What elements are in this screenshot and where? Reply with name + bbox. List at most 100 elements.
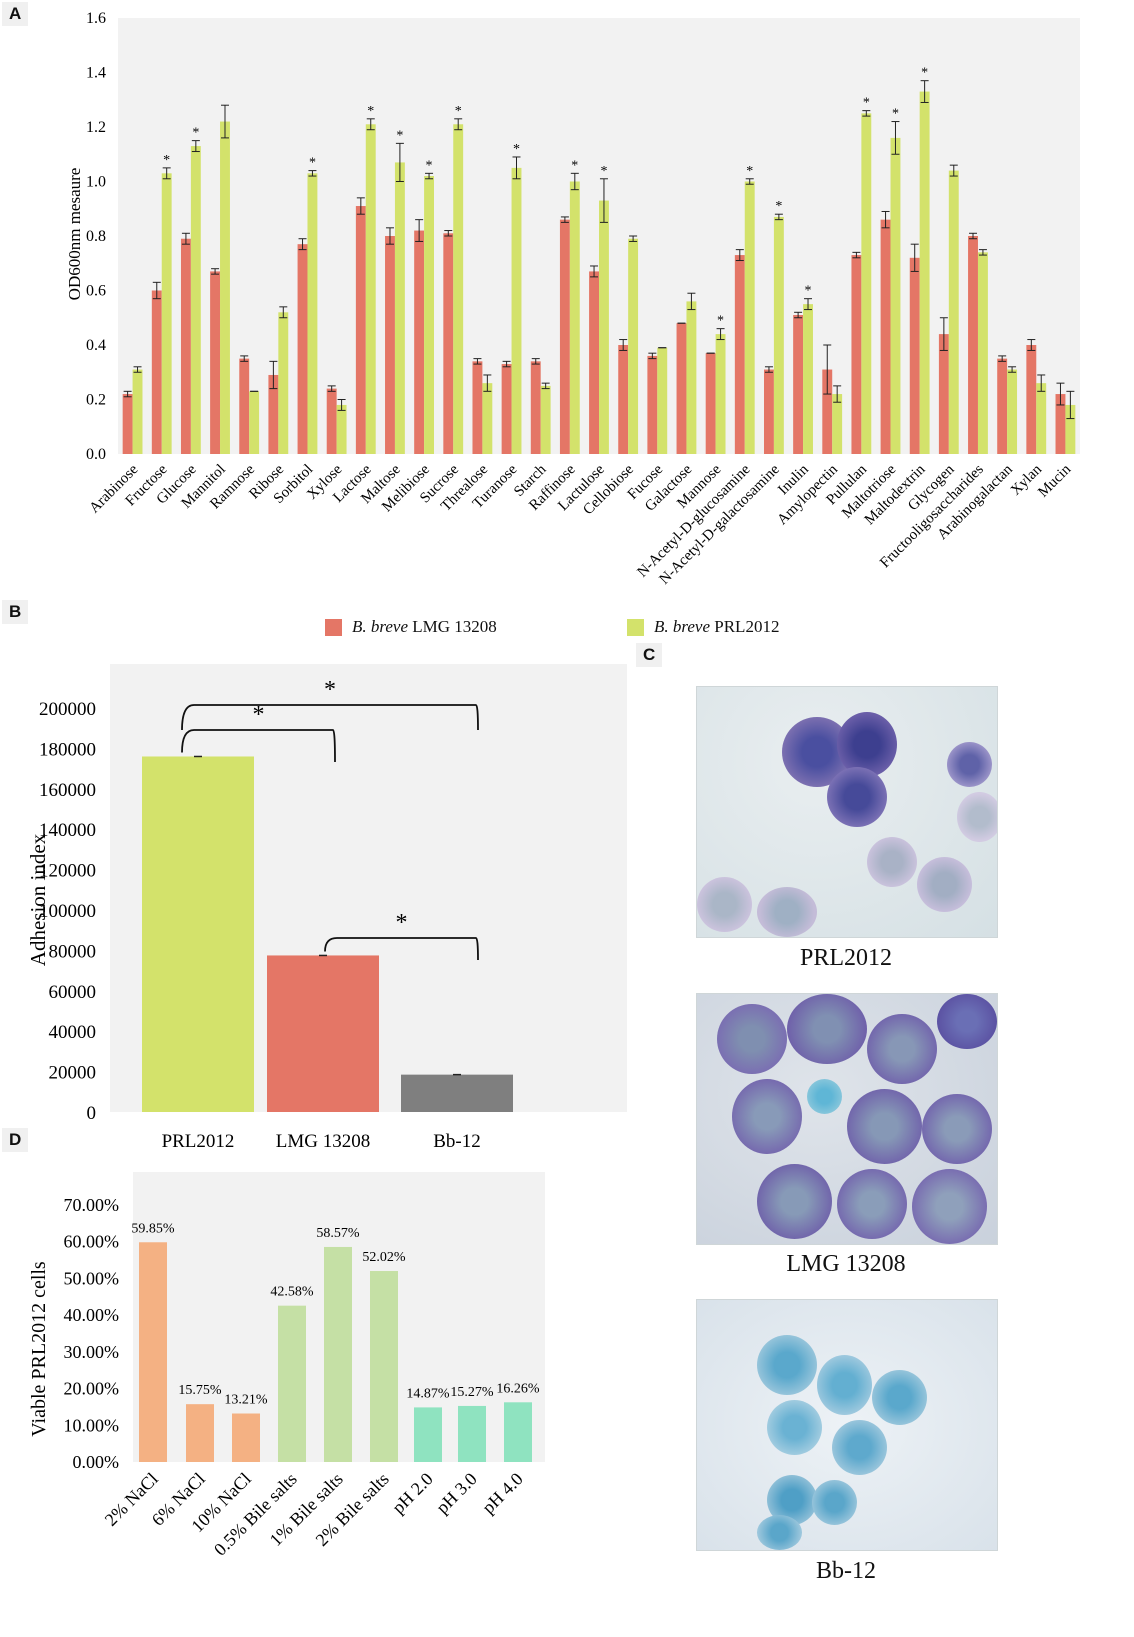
chart-b-significance-bracket	[181, 729, 336, 763]
chart-d-x-tick: pH 4.0	[478, 1469, 527, 1518]
chart-a-y-tick: 1.6	[86, 10, 106, 27]
chart-a-bar-prl	[482, 383, 493, 454]
chart-a-bar-prl	[1036, 383, 1047, 454]
chart-d-data-label: 58.57%	[316, 1226, 360, 1241]
chart-d-bar	[139, 1242, 167, 1462]
chart-d-data-label: 13.21%	[224, 1393, 268, 1408]
chart-d-y-axis-label: Viable PRL2012 cells	[28, 1261, 50, 1437]
chart-a-y-tick: 1.2	[86, 119, 106, 136]
chart-b-bar	[267, 955, 379, 1112]
chart-a-bar-lmg	[385, 236, 395, 454]
cell-blue	[812, 1480, 857, 1525]
chart-a-bar-lmg	[530, 361, 541, 454]
chart-a-bar-lmg	[734, 255, 745, 454]
chart-b-y-tick: 0	[87, 1103, 97, 1124]
legend-swatch-lmg	[325, 618, 342, 636]
cell-stained	[912, 1169, 987, 1244]
chart-a-y-axis-label: OD600nm mesaure	[65, 168, 84, 301]
chart-a-significance-mark: *	[192, 126, 199, 141]
chart-d-bar	[232, 1413, 260, 1462]
chart-a-bar-lmg	[968, 236, 978, 454]
chart-a-bar-prl	[336, 404, 347, 454]
chart-d-data-label: 42.58%	[270, 1285, 314, 1300]
chart-b-y-tick: 100000	[39, 901, 96, 922]
chart-a-bar-lmg	[1055, 394, 1066, 454]
chart-a-y-tick: 1.4	[86, 65, 106, 82]
cell-pale	[957, 792, 997, 842]
chart-a-bar-lmg	[822, 369, 833, 454]
chart-b-x-tick: LMG 13208	[276, 1131, 370, 1152]
chart-a-bar-lmg	[297, 244, 308, 454]
chart-d-y-tick: 70.00%	[64, 1195, 120, 1215]
chart-a-bar-lmg	[210, 271, 221, 454]
chart-a-significance-mark: *	[863, 96, 870, 111]
chart-b-y-tick: 180000	[39, 739, 96, 760]
chart-a-bar-prl	[424, 176, 435, 455]
chart-d-data-label: 15.27%	[450, 1385, 494, 1400]
chart-a-significance-mark: *	[367, 104, 374, 119]
chart-a-bar-prl	[803, 304, 813, 454]
chart-a-bar-lmg	[763, 369, 774, 454]
chart-a-x-tick: Mucin	[1035, 461, 1074, 500]
legend-item-lmg: B. breve LMG 13208	[325, 617, 497, 637]
chart-a-bar-prl	[190, 146, 201, 454]
micrograph-prl2012	[696, 686, 998, 938]
legend-text-lmg: LMG 13208	[412, 617, 497, 636]
legend-label-prl: B. breve PRL2012	[654, 617, 779, 637]
chart-b-significance-mark: *	[396, 910, 408, 936]
chart-a-bar-prl	[394, 162, 405, 455]
chart-a-bar-lmg	[180, 238, 191, 454]
chart-a-y-tick: 0.0	[86, 446, 106, 463]
chart-a-bar-lmg	[501, 364, 512, 454]
chart-a-y-tick: 0.6	[86, 283, 106, 300]
micrograph-bb12	[696, 1299, 998, 1551]
cell-stained	[837, 712, 897, 777]
panel-label-a: A	[2, 2, 29, 26]
chart-a-y-tick: 0.2	[86, 392, 106, 409]
cell-pale	[867, 837, 917, 887]
chart-a-bar-lmg	[880, 219, 891, 454]
chart-a-significance-mark: *	[717, 314, 724, 329]
chart-d-data-label: 59.85%	[131, 1221, 175, 1236]
chart-a-bar-prl	[657, 347, 668, 454]
cell-stained	[757, 1164, 832, 1239]
chart-a-significance-mark: *	[805, 284, 812, 299]
chart-a-bar-prl	[948, 170, 959, 454]
chart-a-bar-prl	[511, 167, 522, 454]
chart-d-data-label: 16.26%	[496, 1381, 540, 1396]
legend-italic-lmg: B. breve	[352, 617, 409, 636]
chart-b-bar	[401, 1074, 513, 1112]
chart-a-bar-lmg	[589, 271, 599, 454]
chart-d-data-label: 14.87%	[406, 1386, 450, 1401]
cell-stained	[787, 994, 867, 1064]
legend-italic-prl: B. breve	[654, 617, 711, 636]
chart-a-bar-prl	[1007, 369, 1018, 454]
chart-d-y-tick: 60.00%	[64, 1232, 120, 1252]
chart-a-bar-prl	[249, 391, 260, 454]
chart-b-significance-mark: *	[253, 702, 265, 728]
cell-stained	[732, 1079, 802, 1154]
chart-d-y-tick: 40.00%	[64, 1305, 120, 1325]
chart-b-y-tick: 160000	[39, 780, 96, 801]
chart-d-x-tick: pH 2.0	[388, 1469, 437, 1518]
chart-d-bar	[186, 1404, 214, 1462]
legend-item-prl: B. breve PRL2012	[627, 617, 779, 637]
chart-a-bar-prl	[628, 238, 639, 454]
cell-blue	[767, 1400, 822, 1455]
chart-a-bar-lmg	[268, 374, 279, 454]
cell-stained	[947, 742, 992, 787]
chart-a-bar-prl	[919, 91, 930, 454]
chart-a-bar-lmg	[997, 358, 1008, 454]
chart-a-bar-lmg	[909, 257, 920, 454]
chart-d-y-tick: 20.00%	[64, 1379, 120, 1399]
chart-b: Adhesion index 0 20000 40000 60000 80000 1000…	[26, 664, 627, 1152]
chart-b-y-tick: 20000	[49, 1063, 97, 1084]
chart-a-significance-mark: *	[892, 107, 899, 122]
chart-a-bar-lmg	[618, 345, 629, 454]
chart-d-x-tick: pH 3.0	[432, 1469, 481, 1518]
chart-b-x-tick: Bb-12	[433, 1131, 481, 1152]
cell-stained	[937, 994, 997, 1049]
panel-label-d: D	[2, 1128, 29, 1152]
cell-stained	[867, 1014, 937, 1084]
chart-a-bar-prl	[861, 113, 872, 454]
